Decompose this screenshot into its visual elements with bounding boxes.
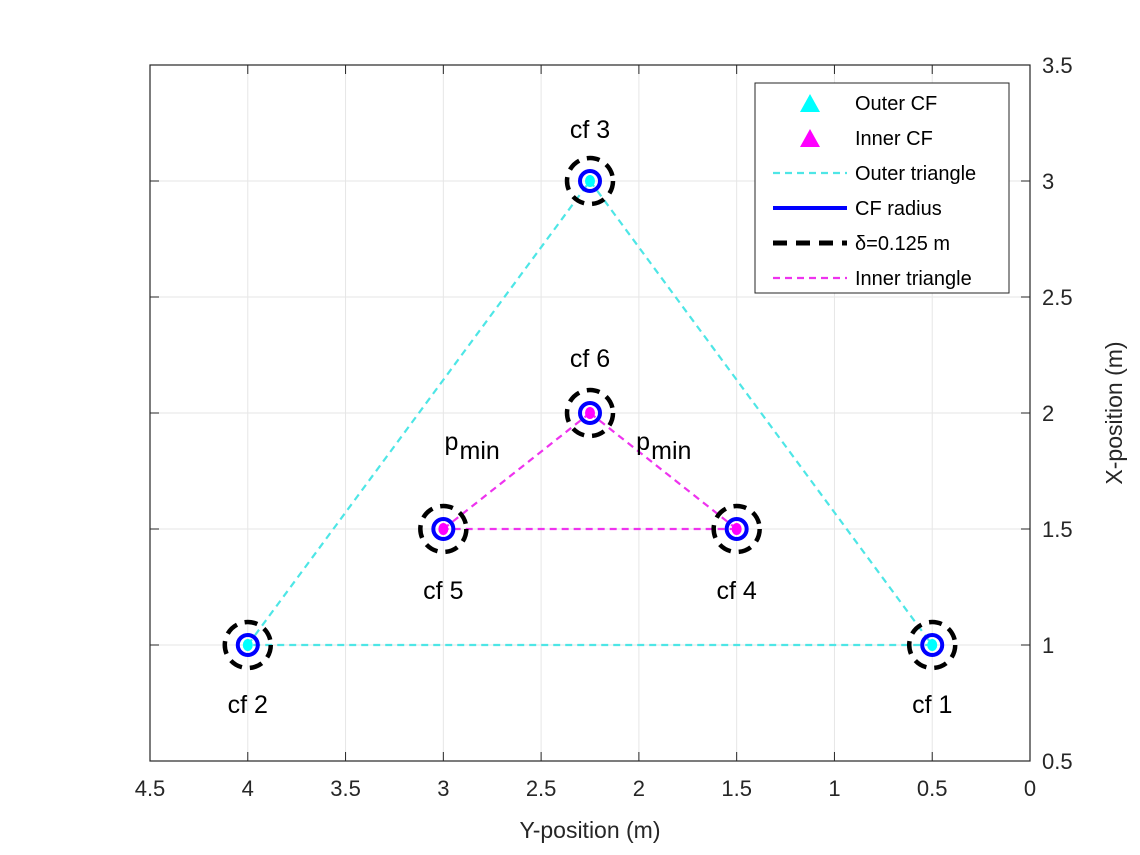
y-tick-label: 1.5 xyxy=(1042,517,1073,542)
legend-label: Inner CF xyxy=(855,128,933,150)
point-label: cf 1 xyxy=(912,691,952,719)
y-axis-label: X-position (m) xyxy=(1101,341,1127,484)
point-label: cf 4 xyxy=(717,577,757,605)
x-tick-label: 2 xyxy=(633,776,645,801)
cf-marker-cf6 xyxy=(564,387,616,439)
legend-label: CF radius xyxy=(855,198,942,220)
point-labels: cf 1 cf 2 cf 3 cf 4 cf 5 cf 6 xyxy=(228,116,953,719)
outer-triangle-segment xyxy=(246,180,591,646)
legend-item: Inner triangle xyxy=(773,268,972,290)
legend-item: δ=0.125 m xyxy=(773,233,950,255)
pmin-annotation: p min xyxy=(636,428,691,465)
y-tick-label: 1 xyxy=(1042,633,1054,658)
x-tick-label: 1 xyxy=(828,776,840,801)
point-label: cf 3 xyxy=(570,116,610,144)
inner-cf-point xyxy=(438,523,449,535)
pmin-annotation: p min xyxy=(445,428,500,465)
delta-ring xyxy=(564,387,616,439)
x-tick-label: 0.5 xyxy=(917,776,948,801)
legend-label: δ=0.125 m xyxy=(855,233,950,255)
cf-radius-circle xyxy=(431,517,456,541)
x-tick-label: 2.5 xyxy=(526,776,557,801)
outer-cf-point xyxy=(242,639,253,651)
delta-ring xyxy=(222,619,274,671)
cf-radius-circle xyxy=(578,401,602,425)
x-tick-label: 3 xyxy=(437,776,449,801)
annotations: p min p min xyxy=(445,428,692,465)
outer-cf-point xyxy=(585,175,595,187)
annotation-text: p xyxy=(445,428,459,456)
data-lines xyxy=(246,180,934,647)
x-tick-label: 4.5 xyxy=(135,776,166,801)
cf-marker-cf5 xyxy=(418,503,469,555)
cf-marker-cf4 xyxy=(711,503,762,555)
point-label: cf 6 xyxy=(570,345,610,373)
point-label: cf 2 xyxy=(228,691,268,719)
legend-item: Outer CF xyxy=(800,93,937,115)
y-tick-label: 2 xyxy=(1042,401,1054,426)
annotation-subscript: min xyxy=(460,437,500,465)
y-tick-label: 3.5 xyxy=(1042,53,1073,78)
legend-item: CF radius xyxy=(773,198,942,220)
x-tick-label: 4 xyxy=(242,776,254,801)
x-axis-label: Y-position (m) xyxy=(519,817,660,843)
annotation-text: p xyxy=(636,428,650,456)
legend-item: Inner CF xyxy=(800,128,933,150)
legend-label: Outer CF xyxy=(855,93,937,115)
cf-radius-circle xyxy=(920,633,945,657)
delta-ring xyxy=(564,155,616,207)
cf-marker-cf1 xyxy=(906,619,958,671)
x-tick-label: 1.5 xyxy=(721,776,752,801)
cf-radius-circle xyxy=(578,169,602,193)
inner-cf-point xyxy=(585,407,595,419)
cf-marker-cf3 xyxy=(564,155,616,207)
cf-radius-circle xyxy=(235,633,260,657)
y-tick-label: 3 xyxy=(1042,169,1054,194)
delta-ring xyxy=(906,619,958,671)
y-tick-label: 0.5 xyxy=(1042,749,1073,774)
outer-cf-point xyxy=(927,639,938,651)
data-markers xyxy=(222,155,958,671)
legend-item: Outer triangle xyxy=(773,163,976,185)
cf-marker-cf2 xyxy=(222,619,274,671)
x-tick-label: 0 xyxy=(1024,776,1036,801)
point-label: cf 5 xyxy=(423,577,463,605)
legend-label: Outer triangle xyxy=(855,163,976,185)
x-tick-label: 3.5 xyxy=(330,776,361,801)
legend: Outer CF Inner CF Outer triangle CF radius δ… xyxy=(754,82,1010,294)
cf-radius-circle xyxy=(724,517,749,541)
y-tick-label: 2.5 xyxy=(1042,285,1073,310)
legend-label: Inner triangle xyxy=(855,268,972,290)
legend-triangle-icon xyxy=(800,94,820,112)
legend-triangle-icon xyxy=(800,129,820,147)
ticks: 4.5 4 3.5 3 2.5 2 1.5 1 0.5 00.511.522.533.5 xyxy=(135,53,1073,801)
annotation-subscript: min xyxy=(651,437,691,465)
inner-cf-point xyxy=(731,523,742,535)
delta-ring xyxy=(711,503,762,555)
delta-ring xyxy=(418,503,469,555)
outer-triangle-segment xyxy=(589,180,934,646)
legend-box xyxy=(754,82,1010,294)
